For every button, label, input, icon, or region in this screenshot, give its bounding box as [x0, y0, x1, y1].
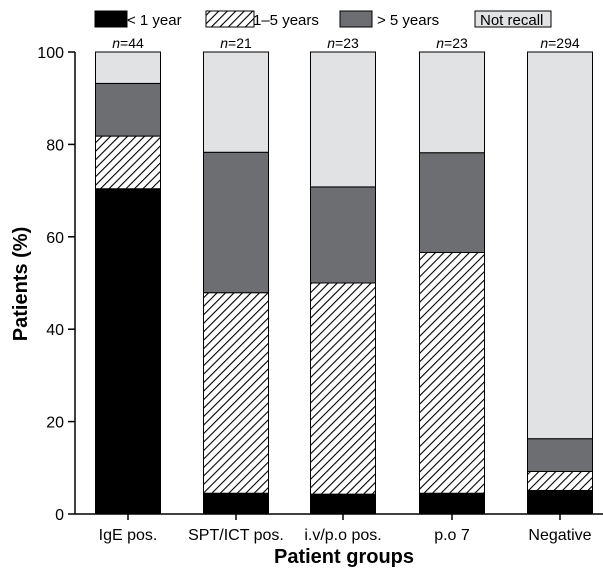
legend-label: > 5 years — [377, 12, 439, 29]
y-axis-title: Patients (%) — [10, 227, 32, 341]
bar-segment — [310, 186, 376, 284]
x-tick-label: IgE pos. — [99, 527, 158, 544]
bar-segment — [527, 489, 593, 515]
bar-segment — [95, 188, 161, 515]
legend: < 1 year 1–5 years > 5 years Not recall — [94, 10, 552, 29]
bar-segment — [527, 470, 593, 491]
legend-swatch — [474, 10, 552, 28]
n-label: n=23 — [436, 35, 468, 51]
x-tick-labels: IgE pos. SPT/ICT pos. i.v/p.o pos. p.o 7 Neg… — [99, 514, 592, 544]
x-tick-label: Negative — [528, 527, 591, 544]
y-tick-label: 20 — [46, 415, 64, 432]
bar-segment — [310, 282, 376, 495]
x-axis-title: Patient groups — [274, 546, 414, 568]
bar-segment — [95, 135, 161, 190]
y-tick-label: 60 — [46, 230, 64, 247]
n-label: n=44 — [112, 35, 144, 51]
y-ticks: 0 20 40 60 80 100 — [37, 45, 75, 524]
n-labels: n=44 n=21 n=23 n=23 n=294 — [112, 35, 580, 51]
bar-segment — [203, 151, 269, 294]
legend-swatch — [205, 10, 255, 28]
bar-segment — [95, 82, 161, 137]
y-tick-label: 80 — [46, 137, 64, 154]
x-tick-label: SPT/ICT pos. — [188, 527, 284, 544]
bar-segment — [95, 51, 161, 84]
y-tick-label: 40 — [46, 322, 64, 339]
x-tick-label: i.v/p.o pos. — [304, 527, 381, 544]
legend-label: < 1 year — [127, 12, 182, 29]
bars — [95, 51, 593, 515]
y-tick-label: 0 — [55, 507, 64, 524]
bar-segment — [310, 493, 376, 515]
legend-label: Not recall — [480, 12, 543, 29]
bar-segment — [419, 252, 485, 494]
n-label: n=294 — [540, 35, 580, 51]
n-label: n=23 — [327, 35, 359, 51]
bar-segment — [203, 51, 269, 153]
bar-segment — [419, 152, 485, 254]
bar-segment — [527, 51, 593, 440]
legend-swatch — [94, 10, 128, 28]
y-tick-label: 100 — [37, 45, 64, 62]
bar-segment — [203, 492, 269, 515]
bar-segment — [203, 292, 269, 494]
n-label: n=21 — [220, 35, 252, 51]
bar-segment — [527, 438, 593, 472]
legend-label: 1–5 years — [253, 12, 319, 29]
x-tick-label: p.o 7 — [434, 527, 470, 544]
legend-swatch — [339, 10, 373, 28]
bar-segment — [419, 51, 485, 154]
bar-segment — [419, 492, 485, 515]
bar-segment — [310, 51, 376, 188]
